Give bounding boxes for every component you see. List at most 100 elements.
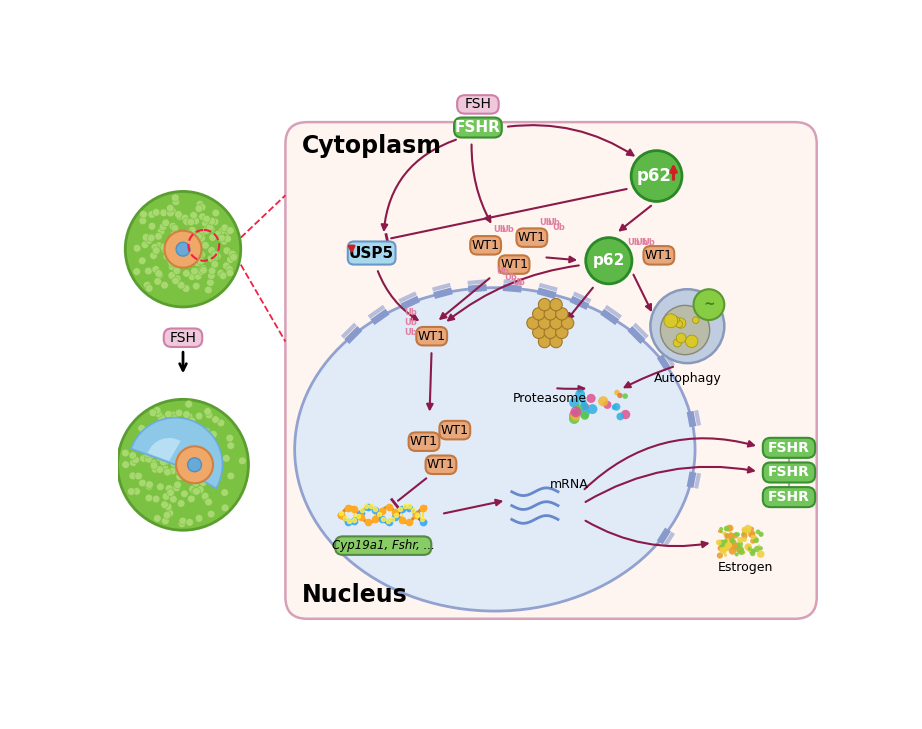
Circle shape (149, 430, 158, 438)
Circle shape (212, 209, 219, 217)
Circle shape (598, 396, 609, 406)
Circle shape (180, 450, 188, 458)
Circle shape (757, 550, 764, 558)
Circle shape (169, 222, 177, 230)
Circle shape (173, 252, 182, 260)
Circle shape (192, 445, 200, 453)
Circle shape (734, 543, 739, 549)
Circle shape (177, 499, 185, 507)
Circle shape (175, 243, 183, 251)
Circle shape (188, 475, 195, 483)
Circle shape (202, 428, 210, 435)
Circle shape (617, 413, 624, 421)
Circle shape (544, 308, 557, 320)
Circle shape (168, 272, 175, 279)
Circle shape (171, 466, 180, 473)
Circle shape (732, 542, 738, 549)
Circle shape (203, 227, 210, 234)
Circle shape (157, 483, 164, 491)
Circle shape (751, 549, 756, 554)
Circle shape (222, 454, 230, 462)
Circle shape (168, 242, 175, 249)
Circle shape (163, 253, 171, 260)
Circle shape (160, 281, 169, 289)
Circle shape (204, 408, 211, 416)
Circle shape (174, 242, 183, 250)
Circle shape (203, 427, 211, 435)
Circle shape (170, 273, 177, 281)
Circle shape (227, 256, 234, 263)
Text: mRNA: mRNA (550, 477, 589, 491)
Circle shape (173, 266, 182, 273)
Circle shape (127, 488, 136, 495)
Circle shape (220, 238, 228, 245)
FancyBboxPatch shape (644, 246, 674, 265)
Text: Ub: Ub (404, 318, 417, 327)
Circle shape (176, 473, 183, 480)
Circle shape (152, 265, 160, 273)
Circle shape (561, 317, 573, 330)
Circle shape (197, 268, 206, 276)
Circle shape (192, 217, 199, 225)
Circle shape (201, 475, 209, 483)
Circle shape (224, 235, 231, 243)
Circle shape (199, 479, 207, 486)
Circle shape (742, 537, 747, 542)
Circle shape (720, 544, 724, 547)
Circle shape (188, 258, 195, 266)
Circle shape (719, 527, 723, 531)
Circle shape (580, 402, 588, 410)
Circle shape (141, 241, 148, 249)
Circle shape (142, 233, 150, 241)
Text: USP5: USP5 (349, 246, 395, 260)
Circle shape (183, 270, 190, 277)
FancyBboxPatch shape (417, 327, 447, 346)
Circle shape (728, 532, 733, 536)
Circle shape (550, 298, 562, 311)
Circle shape (171, 418, 178, 426)
Circle shape (171, 225, 179, 232)
Circle shape (176, 456, 183, 464)
Circle shape (160, 243, 168, 251)
Circle shape (176, 251, 183, 259)
Circle shape (725, 542, 731, 548)
Circle shape (195, 251, 203, 259)
Circle shape (751, 534, 756, 538)
Circle shape (172, 242, 180, 249)
Circle shape (742, 551, 746, 554)
Circle shape (202, 494, 209, 501)
Text: FSHR: FSHR (768, 466, 810, 480)
Circle shape (187, 246, 195, 254)
Circle shape (165, 410, 172, 418)
Circle shape (170, 411, 178, 419)
Circle shape (154, 278, 161, 285)
Circle shape (125, 192, 241, 307)
Circle shape (737, 546, 744, 553)
Circle shape (181, 232, 189, 239)
Text: Ub: Ub (501, 225, 514, 234)
Circle shape (207, 225, 215, 233)
Circle shape (170, 231, 178, 238)
Circle shape (587, 404, 597, 414)
Circle shape (186, 443, 195, 451)
Circle shape (207, 465, 214, 472)
Circle shape (172, 422, 180, 430)
Circle shape (569, 397, 580, 408)
FancyBboxPatch shape (499, 255, 529, 274)
Circle shape (187, 495, 195, 503)
Circle shape (750, 550, 753, 554)
Circle shape (176, 242, 190, 256)
Circle shape (182, 458, 190, 466)
Circle shape (731, 545, 736, 550)
Circle shape (195, 273, 202, 280)
Circle shape (138, 257, 146, 265)
Circle shape (727, 535, 734, 542)
Circle shape (199, 228, 207, 235)
Circle shape (167, 252, 174, 260)
Circle shape (180, 252, 188, 260)
Circle shape (171, 263, 180, 271)
Circle shape (158, 414, 165, 421)
Circle shape (178, 249, 186, 257)
Circle shape (155, 242, 162, 249)
Circle shape (720, 547, 727, 554)
